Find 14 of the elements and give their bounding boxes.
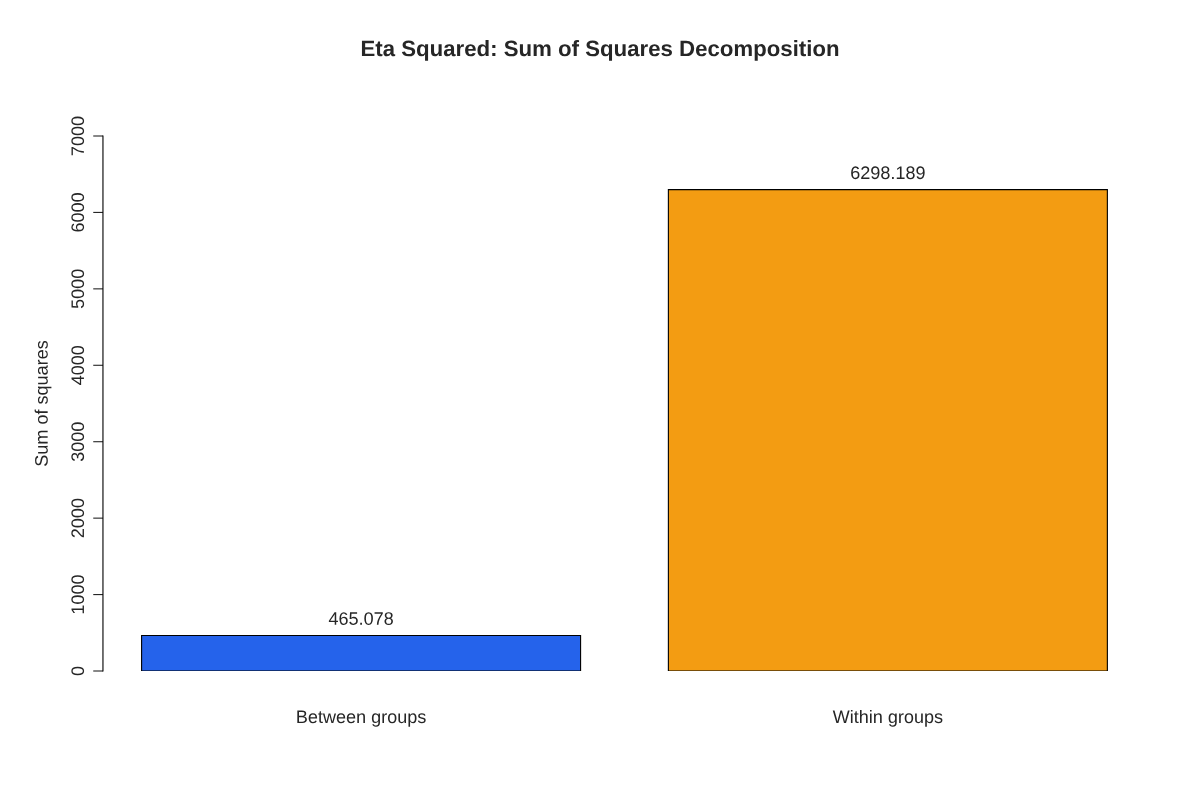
y-tick-label: 6000	[71, 193, 85, 232]
y-tick-label: 0	[71, 666, 85, 676]
x-tick-label: Between groups	[297, 710, 426, 727]
y-tick-label: 7000	[71, 116, 85, 156]
data-label: 6298.189	[851, 166, 925, 180]
y-tick-label: 2000	[71, 498, 85, 538]
chart-title: Eta Squared: Sum of Squares Decomposition	[361, 40, 839, 61]
x-tick-label: Within groups	[832, 709, 943, 727]
y-tick-label: 3000	[71, 422, 85, 462]
y-tick-label: 5000	[71, 269, 85, 309]
data-label: 465.078	[328, 612, 393, 625]
y-axis-title: Sum of squares	[34, 340, 52, 466]
y-tick-label: 4000	[71, 345, 85, 385]
y-tick-label: 1000	[71, 575, 85, 614]
